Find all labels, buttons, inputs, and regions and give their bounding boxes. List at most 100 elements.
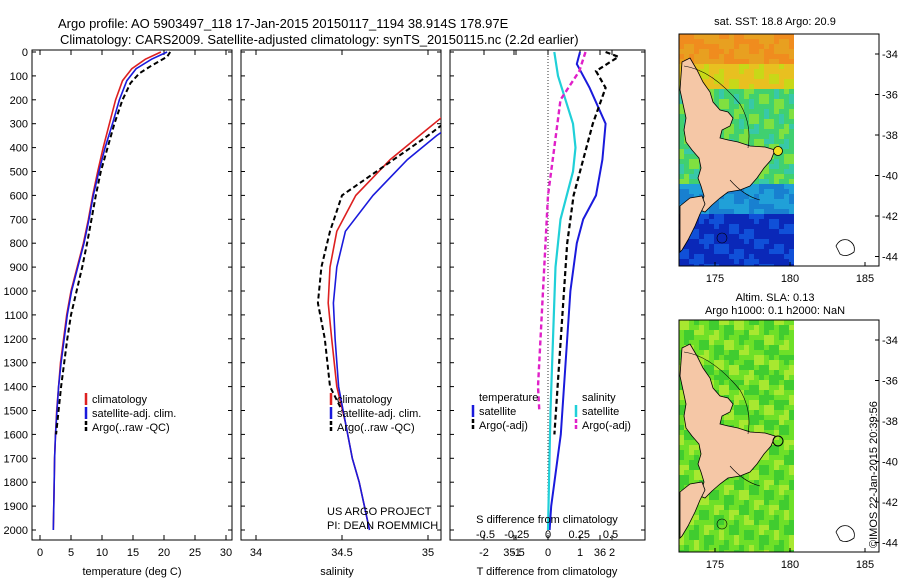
map-cell — [749, 405, 755, 411]
map-cell — [729, 360, 735, 366]
map-cell — [754, 515, 760, 521]
map-cell — [754, 545, 760, 551]
map-cell — [749, 214, 755, 220]
map-cell — [769, 385, 775, 391]
map-cell — [769, 375, 775, 381]
map-cell — [729, 49, 735, 55]
map-cell — [744, 99, 750, 105]
map-cell — [724, 34, 730, 40]
map-cell — [779, 199, 785, 205]
legend-label-argo: Argo(..raw -QC) — [92, 422, 170, 434]
map-cell — [724, 540, 730, 546]
map-cell — [744, 545, 750, 551]
x-tick-label: 34.5 — [331, 547, 352, 559]
map-cell — [784, 114, 790, 120]
map-lat-label: -44 — [882, 538, 898, 550]
map-cell — [704, 540, 710, 546]
map-cell — [769, 264, 775, 266]
map-cell — [684, 34, 690, 40]
map-cell — [789, 505, 795, 511]
map-cell — [774, 360, 780, 366]
map-cell — [709, 254, 715, 260]
map-cell — [744, 325, 750, 331]
map-cell — [714, 39, 720, 45]
map-cell — [769, 460, 775, 466]
map-cell — [789, 114, 795, 120]
map-cell — [789, 335, 795, 341]
map-cell — [739, 380, 745, 386]
map-cell — [684, 430, 690, 436]
map-cell — [729, 540, 735, 546]
map-cell — [779, 209, 785, 215]
map-cell — [764, 495, 770, 501]
map-cell — [724, 84, 730, 90]
map-cell — [784, 385, 790, 391]
map-cell — [774, 114, 780, 120]
map-cell — [734, 209, 740, 215]
map-cell — [694, 325, 700, 331]
map-cell — [734, 129, 740, 135]
map-cell — [679, 550, 685, 552]
map-cell — [709, 505, 715, 511]
map-cell — [754, 475, 760, 481]
map-cell — [739, 385, 745, 391]
map-cell — [704, 530, 710, 536]
map-cell — [739, 345, 745, 351]
map-cell — [689, 335, 695, 341]
map-cell — [769, 254, 775, 260]
map-cell — [699, 209, 705, 215]
map-cell — [684, 335, 690, 341]
map-cell — [724, 79, 730, 85]
map-cell — [739, 335, 745, 341]
map-cell — [679, 410, 685, 416]
depth-tick-label: 500 — [10, 167, 28, 179]
map-cell — [744, 480, 750, 486]
map-cell — [774, 495, 780, 501]
map-cell — [739, 550, 745, 552]
seamount-contour — [716, 232, 728, 244]
map-cell — [694, 345, 700, 351]
map-cell — [729, 535, 735, 541]
map-cell — [744, 44, 750, 50]
map-cell — [744, 370, 750, 376]
map-cell — [739, 234, 745, 240]
map-cell — [714, 525, 720, 531]
map-cell — [784, 104, 790, 110]
depth-tick-label: 700 — [10, 214, 28, 226]
map-cell — [694, 465, 700, 471]
map-cell — [759, 104, 765, 110]
map-cell — [779, 159, 785, 165]
map-cell — [714, 385, 720, 391]
map-cell — [789, 184, 795, 190]
map-cell — [724, 480, 730, 486]
salinity-legend: climatology satellite-adj. clim. Argo(..… — [329, 393, 421, 434]
map-cell — [769, 54, 775, 60]
map-cell — [694, 475, 700, 481]
map-cell — [694, 320, 700, 326]
map-cell — [694, 229, 700, 235]
map-cell — [679, 159, 685, 165]
map-cell — [789, 370, 795, 376]
map-cell — [734, 370, 740, 376]
map-cell — [709, 239, 715, 245]
s-tick-label: 0.5 — [603, 529, 618, 541]
depth-tick-label: 1700 — [4, 453, 28, 465]
map-cell — [779, 59, 785, 65]
map-cell — [734, 495, 740, 501]
depth-tick-label: 1900 — [4, 501, 28, 513]
map-cell — [779, 365, 785, 371]
map-cell — [724, 340, 730, 346]
map-cell — [739, 410, 745, 416]
map-cell — [729, 490, 735, 496]
map-cell — [774, 480, 780, 486]
map-cell — [729, 495, 735, 501]
map-cell — [689, 39, 695, 45]
map-cell — [769, 545, 775, 551]
map-cell — [699, 520, 705, 526]
map-cell — [749, 239, 755, 245]
map-cell — [724, 214, 730, 220]
map-cell — [719, 340, 725, 346]
map-cell — [749, 249, 755, 255]
map-cell — [694, 470, 700, 476]
map-cell — [709, 214, 715, 220]
